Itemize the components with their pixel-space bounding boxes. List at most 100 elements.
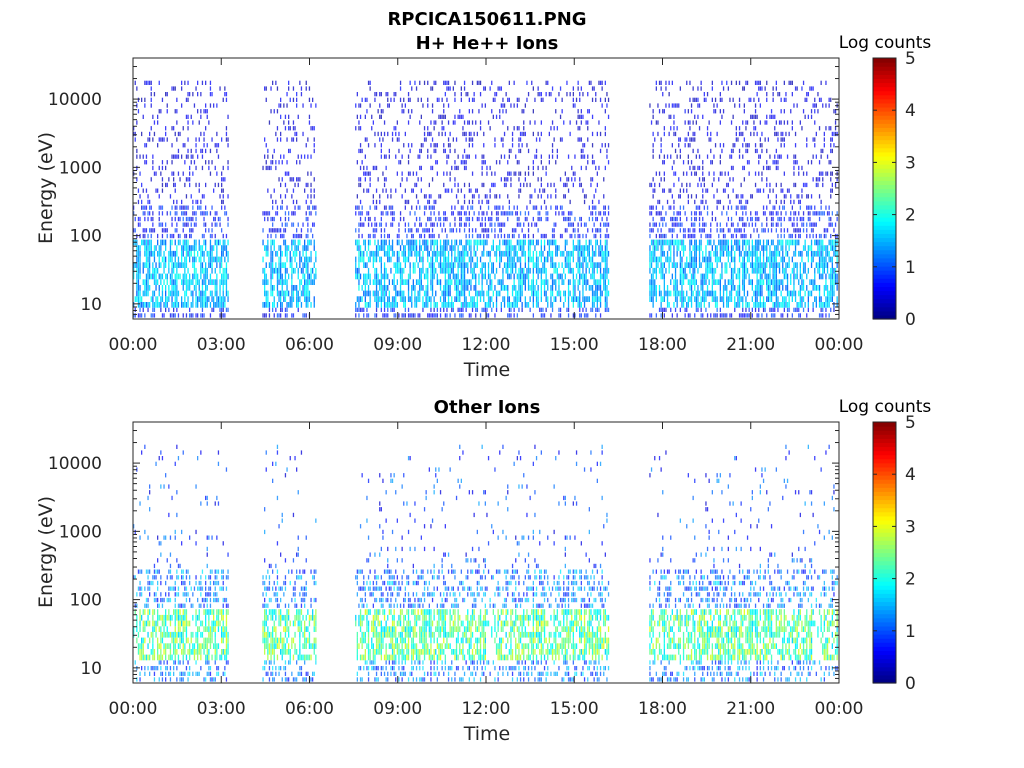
heatmap-cell	[152, 267, 154, 274]
heatmap-cell	[577, 109, 579, 114]
heatmap-cell	[596, 285, 598, 291]
heatmap-cell	[555, 279, 557, 285]
heatmap-cell	[542, 165, 544, 171]
heatmap-cell	[483, 233, 485, 239]
heatmap-cell	[507, 285, 509, 291]
heatmap-cell	[160, 273, 162, 280]
heatmap-cell	[732, 279, 734, 285]
heatmap-cell	[550, 302, 552, 308]
heatmap-cell	[399, 279, 402, 285]
heatmap-cell	[662, 267, 664, 274]
heatmap-cell	[398, 250, 400, 257]
heatmap-cell	[737, 194, 739, 199]
heatmap-cell	[502, 296, 504, 302]
heatmap-cell	[580, 222, 582, 227]
heatmap-cell	[745, 211, 747, 216]
heatmap-cell	[692, 279, 694, 285]
heatmap-cell	[401, 154, 403, 159]
heatmap-cell	[284, 262, 287, 268]
heatmap-cell	[465, 239, 467, 246]
heatmap-cell	[738, 199, 741, 205]
heatmap-cell	[603, 285, 605, 291]
heatmap-cell	[304, 290, 306, 297]
heatmap-cell	[152, 211, 154, 216]
heatmap-cell	[681, 290, 683, 297]
heatmap-cell	[444, 228, 446, 233]
heatmap-cell	[409, 273, 411, 280]
heatmap-cell	[679, 262, 681, 268]
heatmap-cell	[484, 273, 486, 280]
heatmap-cell	[591, 131, 594, 137]
heatmap-cell	[481, 273, 483, 280]
heatmap-cell	[296, 302, 298, 308]
heatmap-cell	[280, 216, 282, 222]
heatmap-cell	[166, 92, 168, 97]
heatmap-cell	[407, 285, 410, 291]
heatmap-cell	[748, 245, 750, 251]
heatmap-cell	[524, 273, 526, 280]
heatmap-cell	[519, 222, 522, 227]
heatmap-cell	[308, 114, 311, 119]
heatmap-cell	[468, 313, 470, 318]
heatmap-cell	[455, 194, 458, 199]
heatmap-cell	[166, 233, 168, 239]
heatmap-cell	[310, 250, 312, 257]
heatmap-cell	[694, 199, 696, 205]
heatmap-cell	[281, 233, 283, 239]
heatmap-cell	[168, 262, 170, 268]
heatmap-cell	[142, 307, 144, 312]
heatmap-cell	[595, 245, 597, 251]
heatmap-cell	[727, 86, 729, 91]
heatmap-cell	[398, 222, 400, 227]
heatmap-cell	[189, 273, 191, 280]
heatmap-cell	[758, 86, 760, 91]
heatmap-cell	[214, 222, 216, 227]
heatmap-cell	[758, 233, 760, 239]
heatmap-cell	[714, 250, 717, 257]
heatmap-cell	[483, 239, 485, 246]
heatmap-cell	[513, 273, 515, 280]
heatmap-cell	[750, 194, 752, 199]
heatmap-cell	[447, 273, 450, 280]
heatmap-cell	[280, 131, 282, 137]
heatmap-cell	[219, 285, 221, 291]
heatmap-cell	[200, 313, 202, 318]
heatmap-cell	[385, 211, 387, 216]
heatmap-cell	[708, 256, 710, 263]
heatmap-cell	[177, 216, 180, 222]
heatmap-cell	[305, 267, 307, 274]
heatmap-cell	[676, 126, 678, 131]
heatmap-cell	[559, 86, 562, 91]
heatmap-cell	[526, 302, 528, 308]
heatmap-cell	[738, 313, 741, 318]
heatmap-cell	[497, 290, 499, 297]
heatmap-cell	[139, 250, 141, 257]
heatmap-cell	[766, 313, 768, 318]
heatmap-cell	[657, 103, 659, 108]
heatmap-cell	[275, 80, 277, 85]
heatmap-cell	[457, 285, 459, 291]
heatmap-cell	[281, 199, 283, 205]
heatmap-cell	[224, 302, 226, 308]
heatmap-cell	[465, 250, 467, 257]
heatmap-cell	[513, 250, 515, 257]
heatmap-cell	[591, 160, 594, 165]
heatmap-cell	[139, 290, 141, 297]
heatmap-cell	[673, 290, 675, 297]
heatmap-cell	[227, 256, 229, 263]
heatmap-cell	[489, 285, 491, 291]
heatmap-cell	[719, 92, 721, 97]
heatmap-cell	[666, 256, 669, 263]
heatmap-cell	[579, 296, 581, 302]
heatmap-cell	[201, 194, 204, 199]
heatmap-cell	[673, 114, 675, 119]
heatmap-cell	[201, 313, 204, 318]
heatmap-cell	[582, 285, 584, 291]
heatmap-cell	[270, 194, 272, 199]
heatmap-cell	[711, 267, 713, 274]
heatmap-cell	[185, 285, 188, 291]
heatmap-cell	[564, 273, 566, 280]
heatmap-cell	[526, 97, 528, 102]
heatmap-cell	[292, 233, 295, 239]
heatmap-cell	[393, 97, 395, 102]
